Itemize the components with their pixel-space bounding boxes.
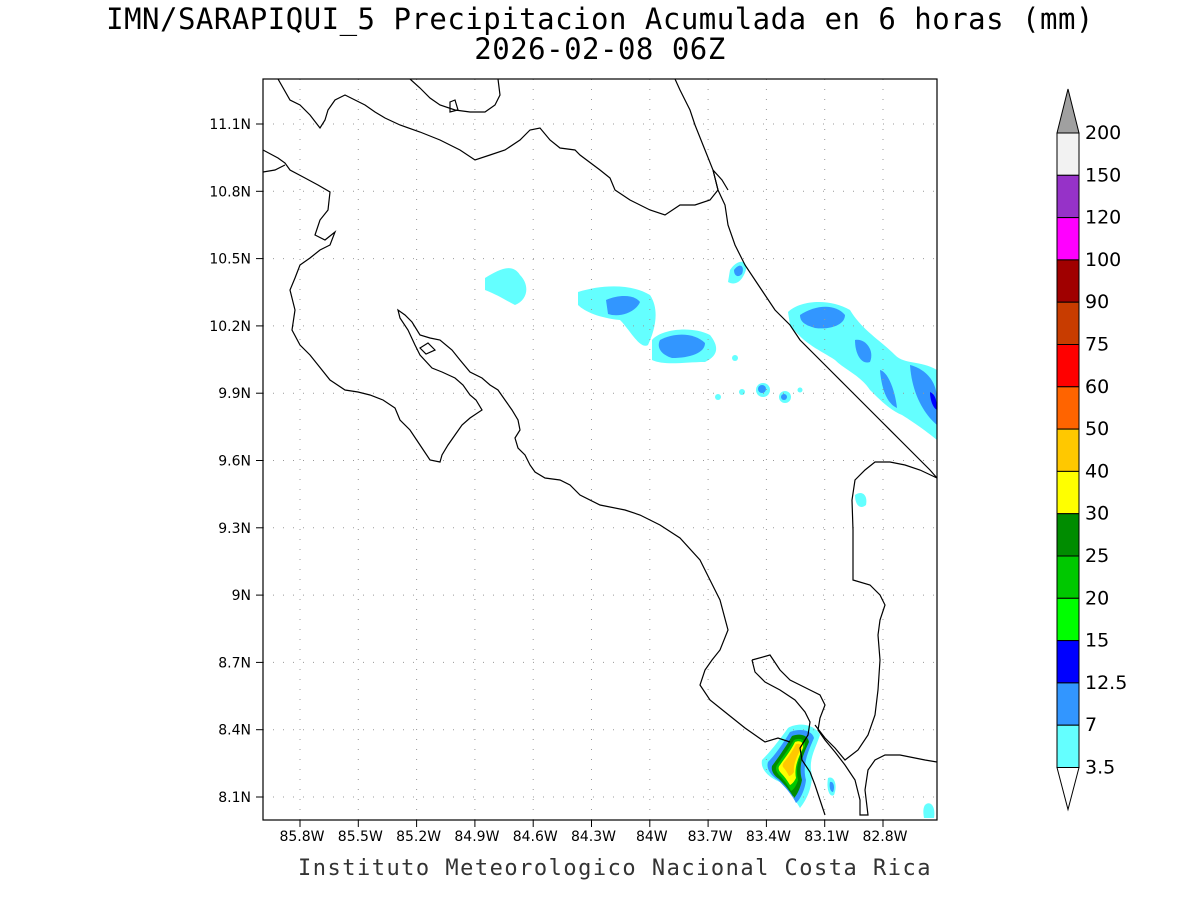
lon-tick-label: 82.8W: [862, 829, 907, 845]
colorbar-label: 40: [1085, 460, 1109, 482]
colorbar-label: 20: [1085, 587, 1109, 609]
lon-tick-label: 85.5W: [338, 829, 383, 845]
lat-tick-label: 9N: [232, 588, 251, 604]
colorbar-segment: [1056, 386, 1080, 430]
colorbar-label: 90: [1085, 291, 1109, 313]
precip-band-coast: [788, 301, 937, 440]
golfo-dulce: [751, 654, 937, 816]
precip-band-central-2-core: [658, 334, 705, 358]
colorbar-label: 3.5: [1085, 757, 1115, 779]
colorbar-label: 7: [1085, 714, 1097, 736]
precip-cell-upala-core: [734, 265, 743, 277]
nicaragua-coast: [277, 79, 719, 216]
lat-tick-label: 8.1N: [218, 790, 251, 806]
colorbar-segment: [1056, 428, 1080, 472]
lon-tick-label: 83.7W: [688, 829, 733, 845]
precip-band-central-1: [578, 286, 656, 346]
caribbean-coast-small: [712, 169, 729, 191]
precip-cell-south-l6: [782, 743, 802, 776]
colorbar-top-arrow: [1056, 88, 1080, 134]
lat-tick-label: 9.6N: [218, 454, 251, 470]
lon-tick-label: 84.9W: [454, 829, 499, 845]
colorbar-segment: [1056, 597, 1080, 642]
precip-cell-small-4: [715, 394, 721, 400]
lon-tick-label: 85.2W: [396, 829, 441, 845]
chart-datetime: 2026-02-08 06Z: [474, 32, 726, 66]
lon-tick-label: 84.3W: [571, 829, 616, 845]
precip-cell-burica: [923, 803, 935, 818]
colorbar-segment: [1056, 682, 1080, 726]
lat-tick-label: 10.5N: [209, 252, 251, 268]
precip-band-coast-core-3: [880, 370, 897, 408]
lon-tick-label: 85.8W: [279, 829, 324, 845]
map-frame: [262, 78, 938, 821]
lon-tick-label: 83.4W: [746, 829, 791, 845]
lat-tick-label: 10.2N: [209, 319, 251, 335]
precip-band-coast-core-2: [855, 339, 872, 363]
lat-tick-label: 8.7N: [218, 655, 251, 671]
colorbar-segment: [1056, 555, 1080, 599]
colorbar-segment: [1056, 174, 1080, 219]
precip-cell-small-6: [797, 387, 803, 393]
lon-tick-label: 84W: [636, 829, 668, 845]
precip-cell-small-5: [732, 355, 738, 361]
colorbar-segment: [1056, 301, 1080, 346]
colorbar-segment: [1056, 217, 1080, 261]
colorbar: 200 150 120 100 90 75 60 50 40 30 25 20 15 12.5 7 3.5: [1056, 88, 1127, 812]
caribbean-coast: [712, 169, 937, 479]
lat-tick-label: 9.3N: [218, 521, 251, 537]
precip-band-coast-core-1: [800, 306, 845, 329]
colorbar-label: 50: [1085, 418, 1109, 440]
coastline-layer: [263, 79, 937, 816]
colorbar-label: 75: [1085, 334, 1109, 356]
osa-peninsula: [751, 659, 826, 816]
precip-cell-small-2-core: [781, 394, 787, 400]
nicoya-gulf-island: [419, 342, 437, 355]
lon-tick-label: 83.1W: [804, 829, 849, 845]
colorbar-label: 100: [1085, 249, 1121, 271]
colorbar-label: 15: [1085, 630, 1109, 652]
precip-band-coast-core-4: [910, 365, 937, 425]
colorbar-segment: [1056, 470, 1080, 515]
lon-tick-label: 84.6W: [513, 829, 558, 845]
precip-band-coast-core-5: [930, 392, 937, 410]
precip-band-central-1-core: [606, 296, 640, 316]
chart-title: IMN/SARAPIQUI_5 Precipitacion Acumulada …: [106, 2, 1094, 36]
graticule: [263, 79, 937, 820]
nicaragua-costarica-border: [409, 79, 501, 113]
lat-tick-label: 10.8N: [209, 184, 251, 200]
precip-cell-northwest: [485, 268, 527, 305]
colorbar-label: 30: [1085, 503, 1109, 525]
colorbar-label: 200: [1085, 122, 1121, 144]
colorbar-segment: [1056, 640, 1080, 684]
colorbar-label: 150: [1085, 164, 1121, 186]
precipitation-layer: [485, 261, 937, 818]
colorbar-label: 120: [1085, 207, 1121, 229]
colorbar-segment: [1056, 259, 1080, 303]
colorbar-bottom-arrow: [1056, 767, 1080, 812]
colorbar-segment: [1056, 724, 1080, 769]
precip-cell-small-3: [739, 389, 745, 395]
colorbar-label: 12.5: [1085, 672, 1127, 694]
longitude-axis: 85.8W 85.5W 85.2W 84.9W 84.6W 84.3W 84W 83.7W 83…: [279, 820, 908, 845]
lat-tick-label: 9.9N: [218, 386, 251, 402]
lat-tick-label: 8.4N: [218, 723, 251, 739]
latitude-axis: 11.1N 10.8N 10.5N 10.2N 9.9N 9.6N 9.3N 9N 8.7N 8.…: [209, 117, 263, 806]
lat-tick-label: 11.1N: [209, 117, 251, 133]
pacific-coast-north-inner: [263, 164, 286, 173]
precip-cell-southcaribbean: [855, 493, 867, 507]
pacific-coast-north: [263, 149, 791, 743]
colorbar-segment: [1056, 344, 1080, 388]
colorbar-label: 25: [1085, 545, 1109, 567]
lake-nicaragua-island: [449, 99, 459, 113]
footer-credit: Instituto Meteorologico Nacional Costa R…: [297, 856, 933, 881]
colorbar-segment: [1056, 513, 1080, 557]
precip-cell-small-1-core: [758, 385, 766, 393]
panama-border: [814, 461, 937, 761]
colorbar-label: 60: [1085, 376, 1109, 398]
precip-cell-south-small-core: [829, 781, 834, 792]
colorbar-segment: [1056, 132, 1080, 176]
